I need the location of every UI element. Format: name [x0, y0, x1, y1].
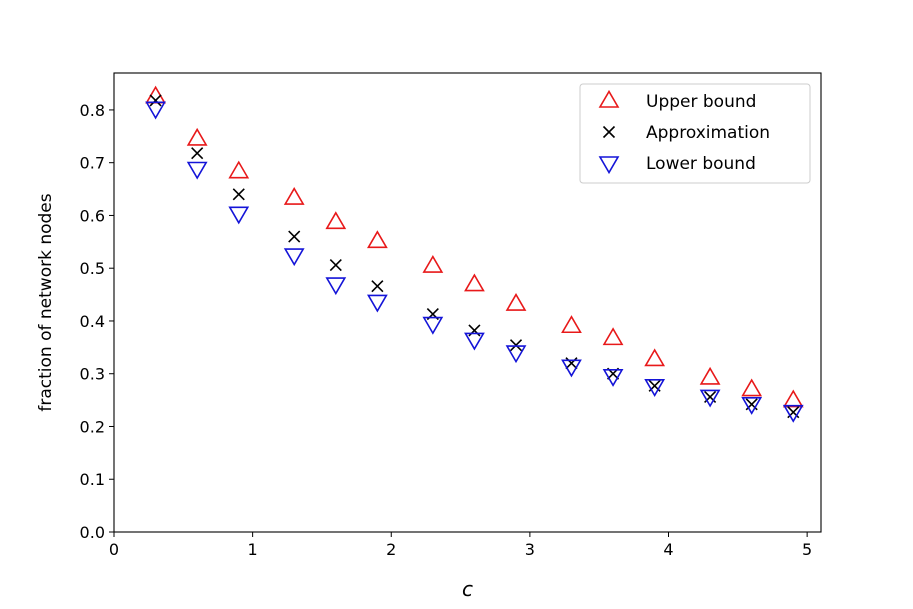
lower-bound-point [741, 396, 763, 415]
lower-bound-point [228, 206, 250, 225]
approximation-point [371, 280, 384, 293]
legend-marker-lower-bound [598, 156, 620, 175]
x-tick-label: 2 [386, 540, 396, 559]
y-tick-label: 0.3 [80, 365, 105, 384]
axis-ticks: 0 1 2 3 4 5 0.0 0.1 0.2 0.3 0.4 0.5 0.6 0.7 0.8 [80, 101, 813, 559]
lower-bound-point [186, 161, 208, 180]
lower-bound-point [602, 369, 624, 387]
lower-bound-point [464, 332, 485, 351]
x-tick-label: 5 [802, 540, 812, 559]
lower-bound-point [145, 101, 166, 120]
upper-bound-point [644, 348, 666, 367]
y-tick-label: 0.4 [80, 312, 105, 331]
lower-bound-point [782, 404, 804, 423]
upper-bound-point [422, 255, 444, 273]
legend: Upper bound Approximation Lower bound [579, 83, 811, 184]
lower-bound-point [283, 248, 305, 267]
upper-bound-point [741, 378, 763, 397]
upper-bound-point [367, 230, 388, 249]
lower-bound-point [699, 389, 721, 408]
y-tick-label: 0.5 [80, 259, 105, 278]
upper-bound-point [505, 292, 527, 311]
y-tick-label: 0.0 [80, 523, 105, 542]
approximation-point [191, 147, 204, 160]
upper-bound-point [464, 273, 485, 292]
legend-marker-approximation [602, 125, 616, 139]
lower-bound-point [505, 345, 527, 364]
x-tick-label: 4 [663, 540, 673, 559]
lower-bound-point [325, 277, 347, 296]
upper-bound-point [186, 127, 208, 146]
data-points [145, 85, 804, 423]
x-tick-label: 0 [109, 540, 119, 559]
upper-bound-point [283, 186, 305, 205]
y-tick-label: 0.7 [80, 154, 105, 173]
upper-bound-point [561, 315, 582, 334]
x-tick-label: 1 [248, 540, 258, 559]
legend-marker-upper-bound [598, 89, 620, 108]
lower-bound-point [367, 294, 388, 313]
legend-frame [579, 83, 811, 184]
approximation-point [509, 339, 523, 352]
upper-bound-point [782, 389, 804, 408]
y-tick-label: 0.6 [80, 206, 105, 225]
approximation-point [149, 94, 162, 107]
plot-frame [113, 72, 822, 533]
y-tick-label: 0.1 [80, 470, 105, 489]
approximation-point [329, 258, 342, 272]
approximation-point [565, 357, 578, 370]
y-tick-label: 0.8 [80, 101, 105, 120]
approximation-point [288, 230, 301, 243]
upper-bound-point [699, 366, 721, 385]
legend-label-upper-bound: Upper bound [646, 92, 756, 112]
legend-label-approximation: Approximation [646, 123, 770, 143]
y-tick-label: 0.2 [80, 417, 105, 436]
legend-label-lower-bound: Lower bound [646, 154, 756, 174]
lower-bound-point [644, 379, 666, 397]
x-tick-label: 3 [525, 540, 535, 559]
approximation-point [232, 188, 245, 201]
lower-bound-point [561, 359, 582, 378]
upper-bound-point [602, 327, 624, 346]
upper-bound-point [228, 160, 250, 179]
lower-bound-point [422, 316, 444, 335]
upper-bound-point [325, 211, 347, 230]
y-axis-label: fraction of network nodes [36, 193, 56, 411]
x-axis-label: c [462, 577, 473, 601]
